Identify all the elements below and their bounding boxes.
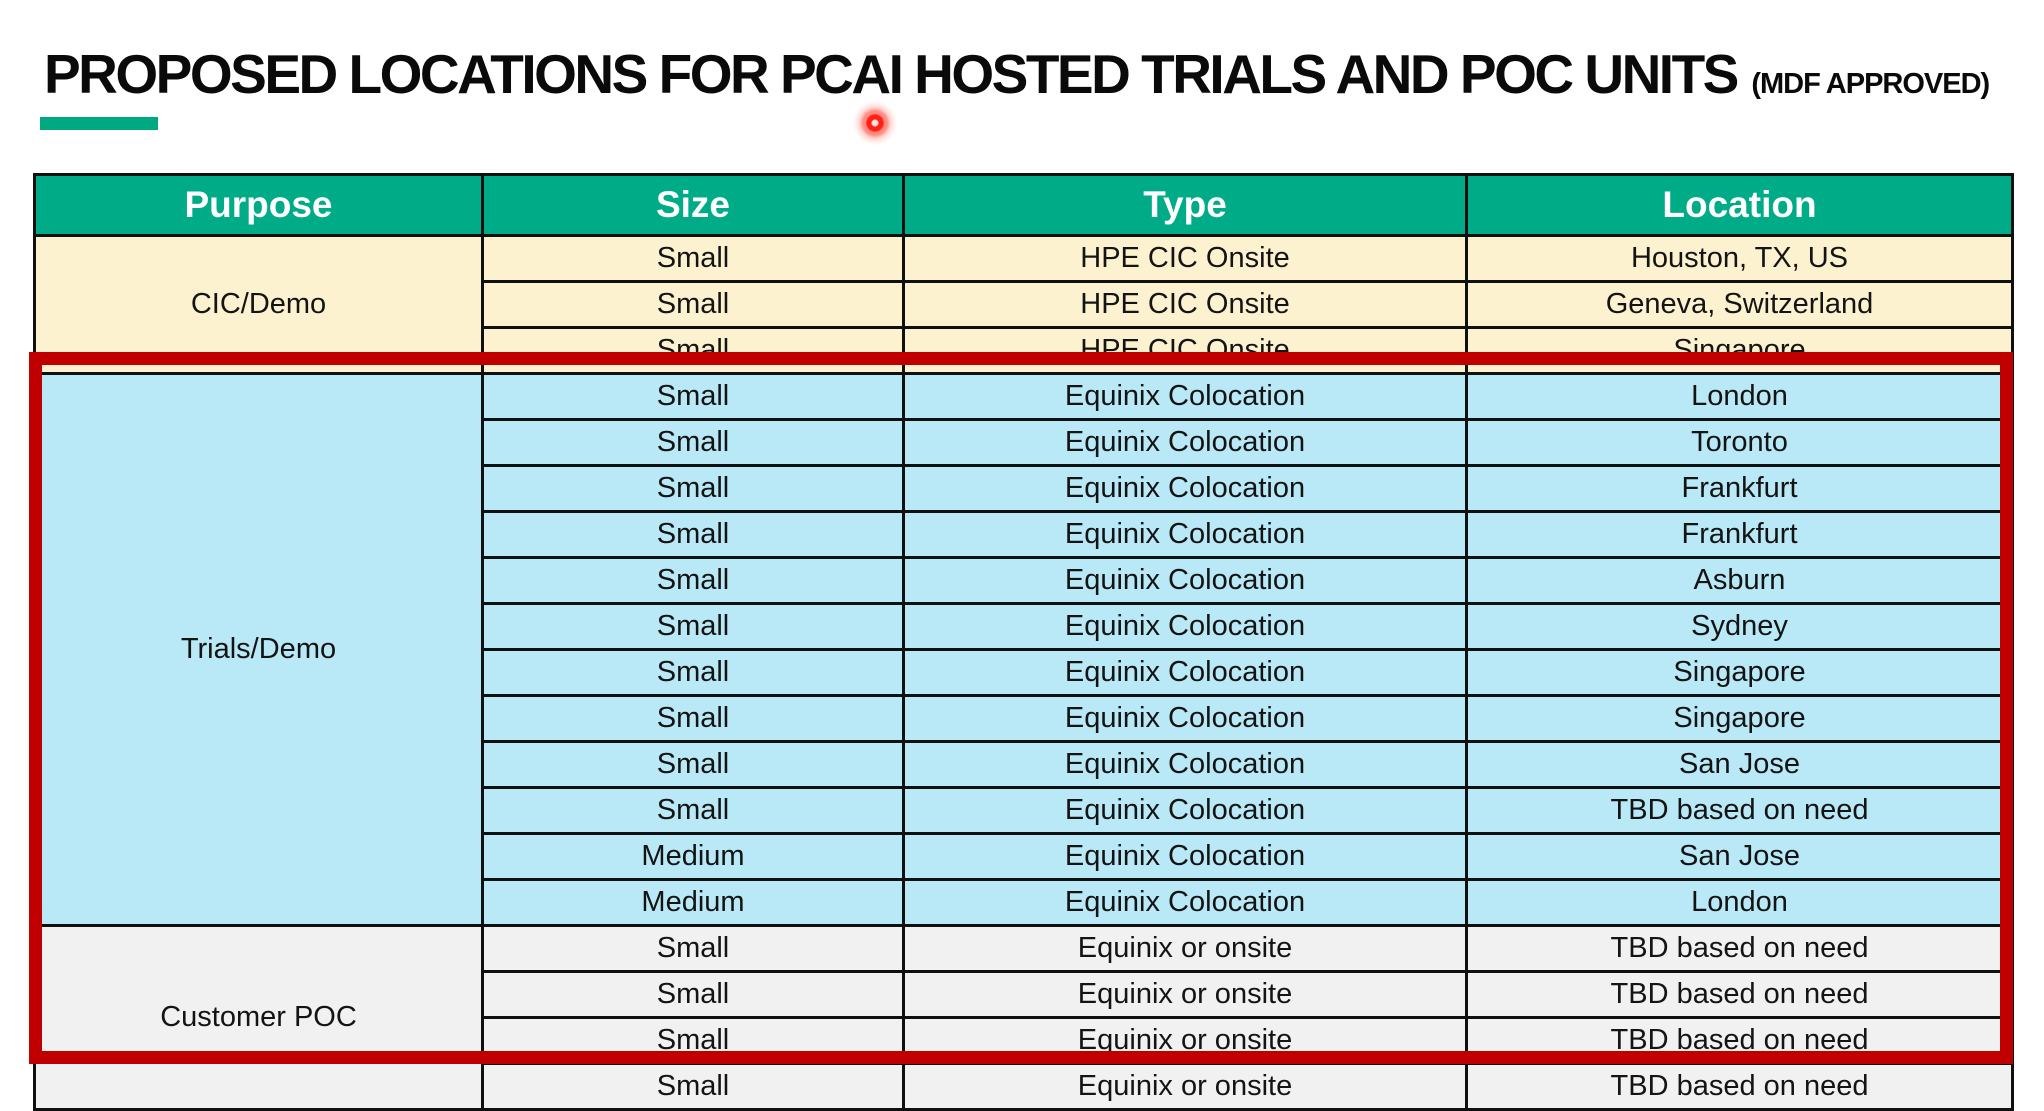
page-title-suffix: (MDF APPROVED)	[1751, 68, 1990, 100]
type-cell: Equinix Colocation	[902, 694, 1468, 743]
size-cell: Small	[481, 510, 905, 559]
table-row: Small Equinix Colocation Singapore	[35, 648, 2014, 697]
laser-pointer-dot	[853, 101, 897, 145]
type-cell: HPE CIC Onsite	[902, 234, 1468, 283]
table-row: Small Equinix Colocation Frankfurt	[35, 464, 2014, 513]
location-cell: TBD based on need	[1465, 1016, 2014, 1065]
size-cell: Small	[481, 1062, 905, 1111]
location-cell: San Jose	[1465, 740, 2014, 789]
type-cell: Equinix or onsite	[902, 970, 1468, 1019]
location-cell: Houston, TX, US	[1465, 234, 2014, 283]
type-cell: Equinix or onsite	[902, 924, 1468, 973]
type-cell: Equinix Colocation	[902, 602, 1468, 651]
purpose-cell-trials-demo: Trials/Demo	[33, 372, 484, 927]
size-cell: Small	[481, 556, 905, 605]
table-row: Medium Equinix Colocation San Jose	[35, 832, 2014, 881]
location-cell: Toronto	[1465, 418, 2014, 467]
type-cell: HPE CIC Onsite	[902, 326, 1468, 375]
size-cell: Small	[481, 464, 905, 513]
size-cell: Small	[481, 970, 905, 1019]
location-cell: Singapore	[1465, 326, 2014, 375]
type-cell: Equinix Colocation	[902, 878, 1468, 927]
location-cell: London	[1465, 372, 2014, 421]
location-cell: Frankfurt	[1465, 510, 2014, 559]
table-row: Medium Equinix Colocation London	[35, 878, 2014, 927]
type-cell: Equinix Colocation	[902, 510, 1468, 559]
table-row: Small Equinix Colocation San Jose	[35, 740, 2014, 789]
column-header-size: Size	[481, 173, 905, 237]
size-cell: Small	[481, 234, 905, 283]
location-cell: Sydney	[1465, 602, 2014, 651]
type-cell: Equinix or onsite	[902, 1016, 1468, 1065]
size-cell: Small	[481, 326, 905, 375]
location-cell: San Jose	[1465, 832, 2014, 881]
type-cell: Equinix Colocation	[902, 372, 1468, 421]
table-header-row: Purpose Size Type Location	[33, 173, 2014, 237]
purpose-cell-customer-poc: Customer POC	[33, 924, 484, 1111]
title-accent-underline	[40, 117, 158, 130]
size-cell: Small	[481, 648, 905, 697]
table-row: CIC/Demo Small HPE CIC Onsite Houston, T…	[33, 234, 2014, 375]
location-cell: Frankfurt	[1465, 464, 2014, 513]
type-cell: Equinix Colocation	[902, 786, 1468, 835]
column-header-type: Type	[902, 173, 1468, 237]
location-cell: TBD based on need	[1465, 1062, 2014, 1111]
table-row: Small Equinix Colocation Toronto	[35, 418, 2014, 467]
type-cell: Equinix Colocation	[902, 556, 1468, 605]
size-cell: Small	[481, 740, 905, 789]
location-cell: TBD based on need	[1465, 924, 2014, 973]
table-row: Small Equinix Colocation Singapore	[35, 694, 2014, 743]
purpose-cell-cic-demo: CIC/Demo	[33, 234, 484, 375]
type-cell: HPE CIC Onsite	[902, 280, 1468, 329]
size-cell: Small	[481, 280, 905, 329]
location-cell: TBD based on need	[1465, 970, 2014, 1019]
type-cell: Equinix Colocation	[902, 648, 1468, 697]
type-cell: Equinix or onsite	[902, 1062, 1468, 1111]
location-cell: Singapore	[1465, 648, 2014, 697]
table-row: Small Equinix or onsite TBD based on nee…	[35, 970, 2014, 1019]
table-row: Small Equinix Colocation TBD based on ne…	[35, 786, 2014, 835]
table-row: Small Equinix Colocation Sydney	[35, 602, 2014, 651]
size-cell: Small	[481, 602, 905, 651]
table-row: Small HPE CIC Onsite Geneva, Switzerland	[35, 280, 2014, 329]
page-title: PROPOSED LOCATIONS FOR PCAI HOSTED TRIAL…	[44, 42, 1990, 106]
location-cell: London	[1465, 878, 2014, 927]
table-row: Trials/Demo Small Equinix Colocation Lon…	[33, 372, 2014, 927]
table-row: Small Equinix Colocation Frankfurt	[35, 510, 2014, 559]
type-cell: Equinix Colocation	[902, 832, 1468, 881]
table-row: Small Equinix Colocation Asburn	[35, 556, 2014, 605]
page-title-text: PROPOSED LOCATIONS FOR PCAI HOSTED TRIAL…	[44, 43, 1739, 105]
size-cell: Medium	[481, 878, 905, 927]
column-header-purpose: Purpose	[33, 173, 484, 237]
type-cell: Equinix Colocation	[902, 418, 1468, 467]
size-cell: Small	[481, 786, 905, 835]
size-cell: Small	[481, 924, 905, 973]
column-header-location: Location	[1465, 173, 2014, 237]
locations-table: Purpose Size Type Location CIC/Demo Smal…	[33, 173, 2014, 1111]
location-cell: TBD based on need	[1465, 786, 2014, 835]
location-cell: Singapore	[1465, 694, 2014, 743]
table-row: Customer POC Small Equinix or onsite TBD…	[33, 924, 2014, 1111]
type-cell: Equinix Colocation	[902, 464, 1468, 513]
size-cell: Medium	[481, 832, 905, 881]
size-cell: Small	[481, 418, 905, 467]
type-cell: Equinix Colocation	[902, 740, 1468, 789]
location-cell: Asburn	[1465, 556, 2014, 605]
location-cell: Geneva, Switzerland	[1465, 280, 2014, 329]
size-cell: Small	[481, 1016, 905, 1065]
size-cell: Small	[481, 372, 905, 421]
size-cell: Small	[481, 694, 905, 743]
